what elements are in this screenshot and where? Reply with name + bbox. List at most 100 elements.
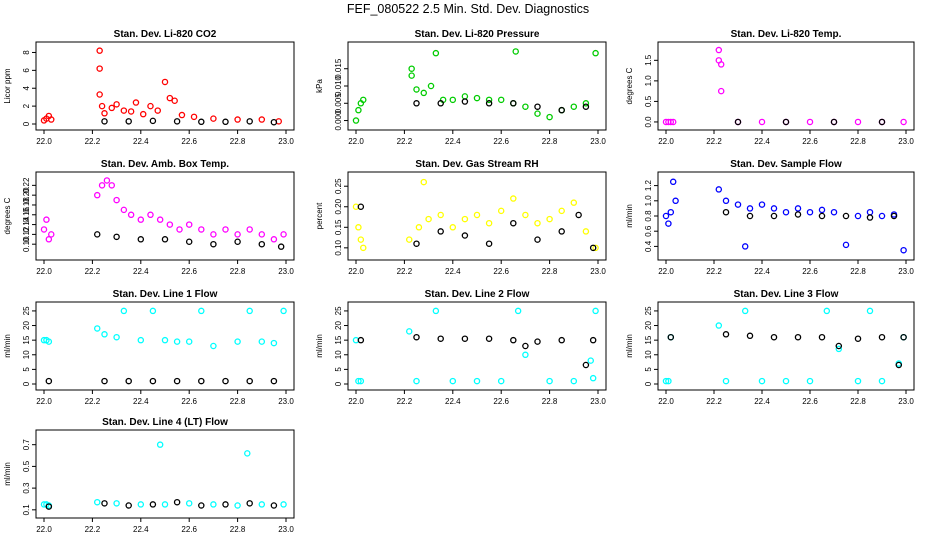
data-point-red bbox=[98, 102, 106, 110]
data-point-blue bbox=[842, 241, 850, 249]
data-point-black bbox=[734, 118, 742, 126]
data-point-green bbox=[570, 103, 578, 110]
data-point-magenta bbox=[108, 182, 116, 189]
data-point-black bbox=[161, 236, 169, 243]
data-point-magenta bbox=[93, 191, 101, 199]
y-tick-label: 0.3 bbox=[22, 482, 31, 494]
x-tick-label: 22.2 bbox=[397, 267, 413, 276]
data-point-green bbox=[485, 96, 493, 104]
plot-frame bbox=[347, 41, 607, 131]
data-point-magenta bbox=[717, 61, 725, 68]
data-point-green bbox=[534, 110, 541, 117]
data-point-black bbox=[900, 333, 907, 341]
data-point-cyan bbox=[173, 338, 181, 345]
y-tick-label: 6 bbox=[22, 68, 31, 73]
data-point-magenta bbox=[48, 231, 55, 238]
data-point-black bbox=[534, 338, 541, 345]
data-point-cyan bbox=[522, 351, 529, 359]
data-point-magenta bbox=[234, 231, 241, 238]
data-point-blue bbox=[794, 205, 802, 212]
data-point-cyan bbox=[161, 336, 169, 344]
data-point-cyan bbox=[45, 338, 53, 345]
chart-panel-5: Stan. Dev. Gas Stream RH percent 22.0 22.2 2… bbox=[315, 159, 607, 276]
x-tick-label: 22.2 bbox=[706, 397, 722, 406]
data-point-cyan bbox=[570, 377, 578, 385]
data-point-cyan bbox=[185, 500, 193, 507]
data-point-cyan bbox=[758, 377, 766, 385]
x-tick-label: 23.0 bbox=[898, 137, 914, 146]
x-tick-label: 22.6 bbox=[802, 397, 818, 406]
data-point-magenta bbox=[270, 236, 278, 243]
data-point-cyan bbox=[113, 333, 120, 341]
data-point-cyan bbox=[741, 307, 749, 315]
y-tick-label: 10 bbox=[22, 350, 31, 359]
y-tick-label: 1.0 bbox=[644, 195, 653, 207]
panel-title: Stan. Dev. Sample Flow bbox=[730, 159, 842, 170]
data-point-cyan bbox=[258, 338, 266, 345]
data-point-black bbox=[101, 377, 108, 385]
data-point-cyan bbox=[514, 307, 522, 315]
data-point-blue bbox=[722, 197, 730, 205]
data-point-black bbox=[246, 500, 253, 507]
data-point-black bbox=[270, 502, 278, 509]
data-point-cyan bbox=[161, 501, 169, 508]
data-point-magenta bbox=[222, 226, 229, 233]
data-point-red bbox=[210, 115, 217, 122]
data-point-blue bbox=[746, 205, 754, 212]
y-tick-label: 10 bbox=[334, 350, 343, 359]
data-point-magenta bbox=[103, 177, 111, 184]
data-point-magenta bbox=[40, 226, 48, 233]
data-point-yellow bbox=[405, 236, 413, 243]
data-point-black bbox=[461, 98, 469, 105]
data-point-yellow bbox=[425, 215, 432, 223]
data-point-black bbox=[234, 238, 241, 245]
data-point-magenta bbox=[669, 118, 677, 126]
data-point-yellow bbox=[437, 211, 444, 219]
data-point-black bbox=[125, 377, 132, 385]
x-tick-label: 22.0 bbox=[36, 525, 52, 534]
data-point-black bbox=[782, 118, 790, 126]
y-axis-label: degrees C bbox=[625, 67, 634, 104]
x-tick-label: 22.2 bbox=[85, 397, 101, 406]
plot-frame bbox=[657, 171, 915, 261]
x-tick-label: 22.6 bbox=[181, 525, 197, 534]
data-point-black bbox=[890, 212, 898, 220]
data-point-black bbox=[437, 100, 444, 107]
data-point-black bbox=[895, 361, 903, 369]
data-point-black bbox=[510, 219, 517, 227]
data-point-red bbox=[132, 99, 140, 106]
x-tick-label: 22.6 bbox=[181, 397, 197, 406]
x-tick-label: 23.0 bbox=[278, 137, 294, 146]
data-point-black bbox=[589, 244, 597, 252]
data-point-black bbox=[246, 377, 253, 385]
data-point-cyan bbox=[665, 377, 672, 385]
data-point-black bbox=[878, 333, 886, 341]
data-point-black bbox=[45, 503, 53, 510]
data-point-magenta bbox=[900, 118, 907, 126]
data-point-green bbox=[355, 106, 362, 114]
data-point-black bbox=[830, 118, 838, 126]
x-tick-label: 22.2 bbox=[85, 267, 101, 276]
data-point-black bbox=[270, 118, 278, 126]
x-tick-label: 22.8 bbox=[542, 137, 558, 146]
data-point-black bbox=[246, 118, 253, 125]
x-tick-label: 22.6 bbox=[802, 137, 818, 146]
data-point-green bbox=[473, 94, 481, 102]
data-point-magenta bbox=[43, 216, 50, 223]
data-point-cyan bbox=[101, 331, 108, 338]
data-point-black bbox=[437, 228, 444, 235]
data-point-cyan bbox=[137, 501, 145, 508]
data-point-black bbox=[101, 500, 108, 507]
data-point-blue bbox=[758, 201, 766, 208]
data-point-black bbox=[461, 232, 469, 239]
data-point-red bbox=[234, 116, 241, 123]
data-point-cyan bbox=[93, 498, 101, 506]
data-point-yellow bbox=[473, 211, 481, 219]
data-point-cyan bbox=[270, 339, 278, 347]
y-tick-label: 8 bbox=[22, 50, 31, 55]
y-axis-label: ml/min bbox=[3, 334, 12, 358]
data-point-black bbox=[210, 240, 217, 248]
data-point-cyan bbox=[806, 377, 814, 385]
y-tick-label: 5 bbox=[22, 367, 31, 372]
